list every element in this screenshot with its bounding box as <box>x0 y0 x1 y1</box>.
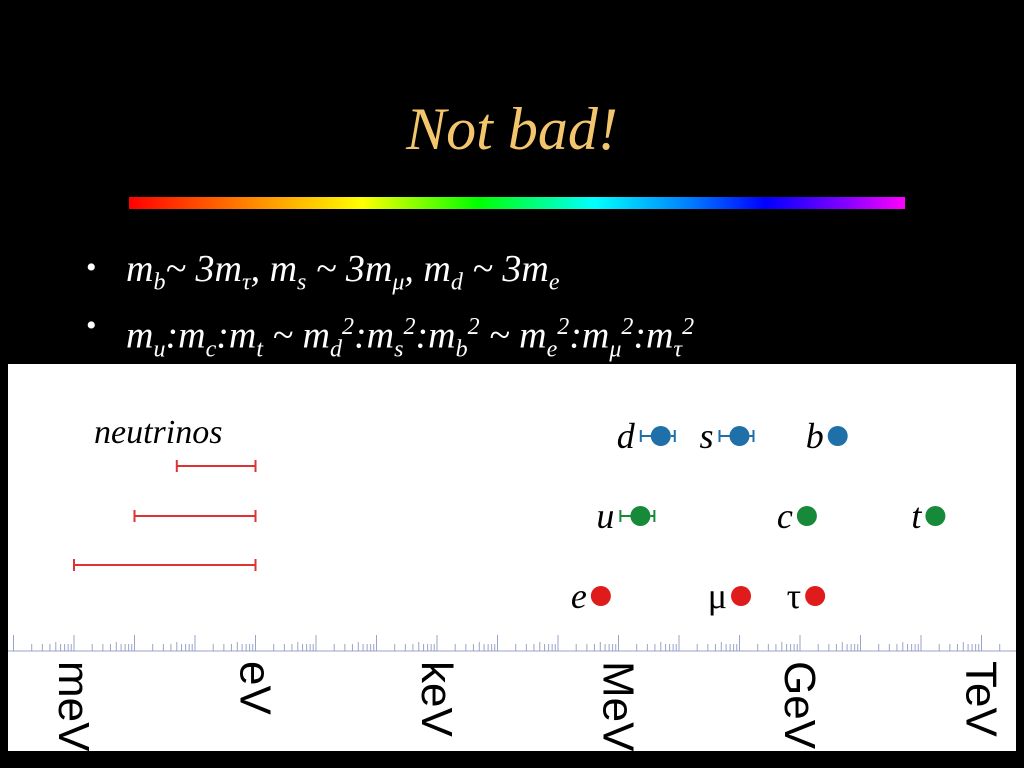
x-tick-label: meV <box>49 661 98 751</box>
particle-label-t: t <box>911 496 922 536</box>
data-point-u <box>630 506 651 526</box>
particle-label-e: e <box>571 576 587 616</box>
particle-label-c: c <box>777 496 793 536</box>
x-tick-label: GeV <box>775 661 824 750</box>
x-tick-label: TeV <box>957 661 1006 737</box>
rainbow-divider <box>129 197 905 209</box>
data-point-μ <box>731 586 752 606</box>
bullet-marker: • <box>86 251 97 284</box>
bullet-text-2: mu:mc:mt ~ md2:ms2:mb2 ~ me2:mμ2:mτ2 <box>126 314 695 363</box>
x-tick-label: MeV <box>594 661 643 751</box>
data-point-c <box>796 506 817 526</box>
particle-label-μ: μ <box>708 576 727 616</box>
mass-scale-chart: meV eV keV MeV GeV TeV neutrinos d s b u c t e μ τ <box>8 364 1016 751</box>
data-point-s <box>729 426 750 446</box>
neutrino-annotation: neutrinos <box>94 414 222 451</box>
x-tick-label: eV <box>231 661 280 715</box>
particle-label-τ: τ <box>787 576 801 616</box>
slide-title: Not bad! <box>406 96 618 162</box>
data-point-τ <box>805 586 826 606</box>
bullet-text-1: mb~ 3mτ, ms ~ 3mμ, md ~ 3me <box>126 248 560 296</box>
data-point-b <box>827 426 848 446</box>
chart-svg: meV eV keV MeV GeV TeV neutrinos d s b u c t e μ τ <box>8 414 1016 751</box>
data-point-e <box>590 586 611 606</box>
particle-label-d: d <box>617 416 636 456</box>
bullet-marker: • <box>86 309 97 342</box>
particle-label-u: u <box>596 496 614 536</box>
data-point-d <box>650 426 671 446</box>
x-tick-label: keV <box>412 661 461 737</box>
data-point-t <box>925 506 946 526</box>
particle-label-b: b <box>806 416 824 456</box>
particle-label-s: s <box>699 416 713 456</box>
